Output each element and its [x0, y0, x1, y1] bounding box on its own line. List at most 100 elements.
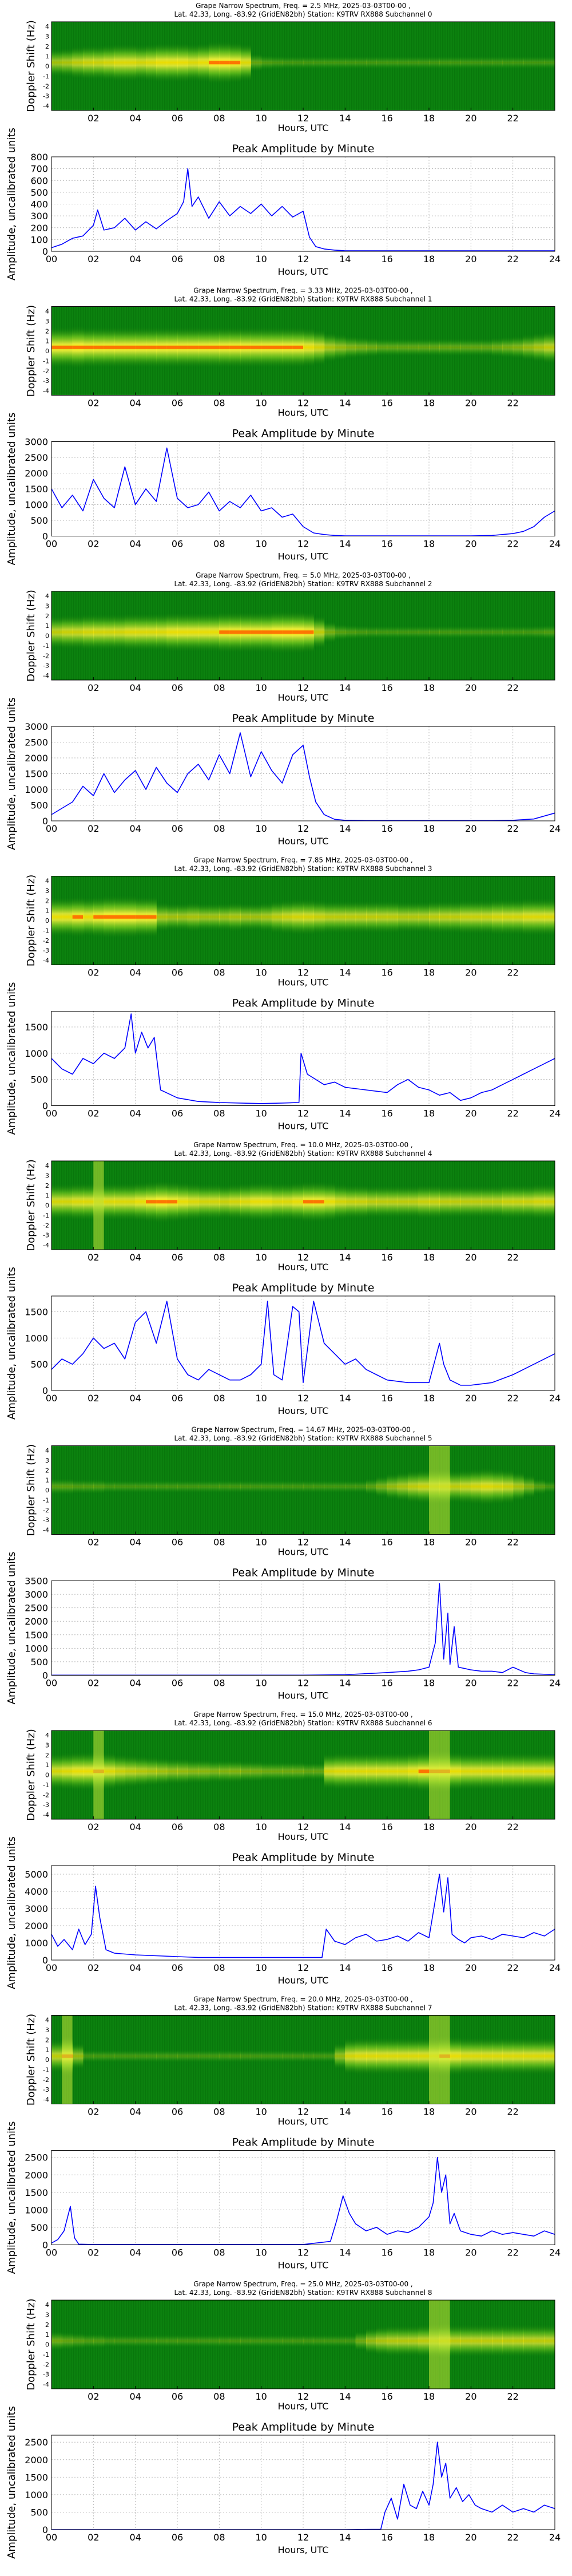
- x-tick-label: 10: [255, 2532, 267, 2543]
- x-tick-label: 04: [129, 1252, 141, 1263]
- amplitude-panel: Peak Amplitude by Minute 00 02 04 06 08 10 12 14…: [6, 697, 561, 850]
- x-tick-label: 22: [507, 682, 518, 693]
- y-tick-label: 0: [45, 1772, 49, 1779]
- x-tick-label: 18: [423, 539, 435, 550]
- spectrogram-peak-segment: [93, 915, 105, 919]
- spectrogram-band-segment: [146, 1756, 157, 1787]
- x-tick-label: 24: [549, 539, 561, 550]
- x-tick-label: 08: [213, 2532, 225, 2543]
- spectrogram-band-segment: [251, 1760, 262, 1783]
- spectrogram-band-segment: [166, 1757, 178, 1785]
- spectrogram-band-segment: [93, 1479, 105, 1495]
- spectrogram-band-segment: [166, 612, 178, 653]
- y-tick-label: -4: [43, 2381, 49, 2388]
- spectrogram-band-segment: [387, 900, 398, 934]
- y-tick-label: 1000: [25, 500, 48, 511]
- spectrogram-band-segment: [408, 1469, 419, 1504]
- spectrogram-band-segment: [261, 55, 272, 70]
- spectrogram-band-segment: [188, 43, 199, 82]
- spectrogram-band-segment: [292, 898, 304, 935]
- x-tick-label: 24: [549, 1393, 561, 1404]
- spectrogram-band-segment: [429, 625, 440, 639]
- x-tick-label: 14: [339, 398, 351, 409]
- spectrogram-band-segment: [460, 1185, 471, 1219]
- spectrogram-band-segment: [209, 612, 220, 653]
- y-tick-label: 1500: [25, 769, 48, 780]
- spectrogram-band-segment: [335, 1183, 345, 1220]
- spectrogram-band-segment: [324, 1753, 335, 1790]
- spectrogram-band-segment: [104, 44, 115, 81]
- spectrogram-bright-column: [439, 1445, 450, 1535]
- spectrogram-title-line1: Grape Narrow Spectrum, Freq. = 15.0 MHz,…: [193, 1710, 412, 1718]
- x-tick-label: 08: [213, 539, 225, 550]
- spectrogram-panel: Grape Narrow Spectrum, Freq. = 2.5 MHz, …: [25, 2, 555, 133]
- spectrogram-bright-column: [439, 1730, 450, 1819]
- x-tick-label: 18: [423, 1252, 435, 1263]
- y-tick-label: 2000: [25, 2455, 48, 2466]
- spectrogram-band-segment: [398, 625, 408, 639]
- y-tick-label: -3: [43, 93, 49, 100]
- spectrogram-band-segment: [198, 42, 209, 83]
- y-tick-label: 1500: [25, 1307, 48, 1318]
- spectrogram-band-segment: [355, 2037, 367, 2076]
- x-tick-label: 16: [381, 1962, 392, 1973]
- spectrogram-band-segment: [513, 898, 524, 935]
- spectrogram-band-segment: [502, 336, 514, 358]
- spectrogram-band-segment: [471, 1185, 482, 1219]
- x-tick-label: 02: [88, 2532, 99, 2543]
- spectrogram-band-segment: [177, 612, 188, 653]
- y-tick-label: -4: [43, 102, 49, 110]
- spectrogram-band-segment: [376, 1752, 388, 1791]
- x-tick-label: 08: [213, 1822, 225, 1832]
- x-tick-label: 12: [297, 1252, 309, 1263]
- x-tick-label: 10: [255, 398, 267, 409]
- spectrogram-band-segment: [93, 45, 105, 80]
- spectrogram-band-segment: [166, 2049, 178, 2063]
- spectrogram-band-segment: [135, 2049, 146, 2063]
- plot-frame: [51, 1295, 555, 1391]
- x-tick-label: 10: [255, 1962, 267, 1973]
- spectrogram-peak-segment: [114, 915, 125, 919]
- y-tick-label: 1000: [25, 1643, 48, 1654]
- spectrogram-band-segment: [408, 56, 419, 70]
- y-tick-label: 4000: [25, 1886, 48, 1897]
- spectrogram-band-segment: [398, 1185, 408, 1219]
- x-tick-label: 12: [297, 113, 309, 124]
- spectrogram-band-segment: [166, 2334, 178, 2348]
- spectrogram-band-segment: [534, 1752, 545, 1791]
- spectrogram-band-segment: [450, 900, 461, 934]
- y-tick-label: 3: [45, 1457, 49, 1464]
- x-tick-label: 14: [339, 823, 351, 834]
- spectrogram-band-segment: [376, 338, 388, 357]
- x-tick-label: 12: [297, 1962, 309, 1973]
- y-tick-label: 2500: [25, 737, 48, 748]
- x-tick-label: 24: [549, 1108, 561, 1119]
- y-tick-label: 1000: [25, 1938, 48, 1949]
- spectrogram-peak-segment: [261, 345, 272, 349]
- x-tick-label: 00: [46, 1393, 57, 1404]
- y-axis-label: Amplitude, uncalibrated units: [6, 413, 18, 566]
- spectrogram-band-segment: [251, 2334, 262, 2348]
- y-axis-label: Doppler Shift (Hz): [25, 1444, 37, 1536]
- x-tick-label: 06: [172, 398, 183, 409]
- y-axis-label: Doppler Shift (Hz): [25, 1729, 37, 1821]
- plot-frame: [51, 1581, 555, 1676]
- spectrogram-band-segment: [387, 1752, 398, 1791]
- y-tick-label: 2500: [25, 1603, 48, 1614]
- spectrogram-title-line1: Grape Narrow Spectrum, Freq. = 3.33 MHz,…: [193, 287, 412, 295]
- y-tick-label: 300: [30, 211, 48, 222]
- y-tick-label: 500: [30, 1359, 48, 1370]
- y-tick-label: 700: [30, 164, 48, 175]
- spectrogram-band-segment: [345, 2334, 356, 2348]
- y-axis-label: Doppler Shift (Hz): [25, 20, 37, 112]
- spectrogram-peak-segment: [219, 345, 231, 349]
- y-tick-label: 0: [42, 1955, 48, 1966]
- x-tick-label: 22: [507, 1962, 518, 1973]
- spectrogram-band-segment: [209, 1759, 220, 1783]
- y-tick-label: 500: [30, 2507, 48, 2518]
- spectrogram-band-segment: [303, 1479, 314, 1494]
- spectrogram-band-segment: [481, 338, 492, 357]
- spectrogram-band-segment: [534, 56, 545, 70]
- spectrogram-band-segment: [534, 2324, 545, 2358]
- spectrogram-band-segment: [460, 56, 471, 70]
